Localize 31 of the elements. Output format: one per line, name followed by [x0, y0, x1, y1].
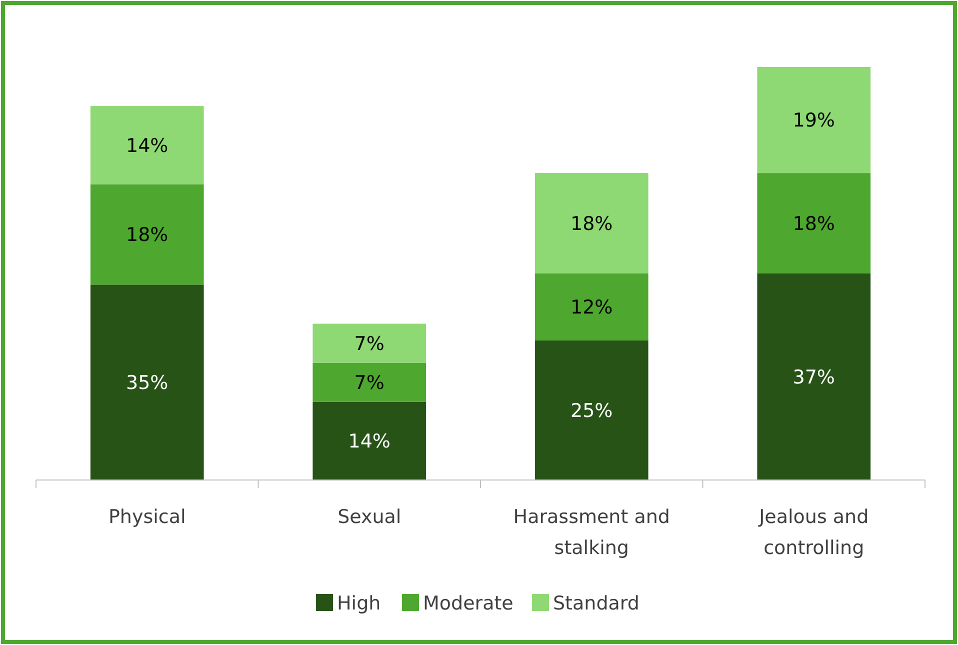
data-label: 7%: [354, 332, 384, 355]
bar: [312, 362, 426, 402]
x-tick-label: Sexual: [338, 506, 402, 528]
x-tick-label: Jealous and controlling: [758, 506, 869, 559]
data-label: 35%: [126, 372, 168, 394]
bar: [534, 340, 648, 480]
data-label: 7%: [354, 372, 384, 394]
bar: [90, 106, 204, 184]
legend-label: High: [337, 592, 381, 615]
data-label: 14%: [348, 430, 390, 453]
data-label: 18%: [570, 212, 613, 235]
x-tick-label: Harassment and stalking: [513, 506, 670, 559]
bar: [534, 173, 648, 274]
data-label: 25%: [570, 400, 613, 422]
bar: [90, 184, 204, 285]
data-label: 19%: [792, 110, 835, 132]
data-label: 37%: [792, 366, 835, 388]
bar: [757, 173, 871, 274]
legend-label: Standard: [553, 592, 640, 615]
bar: [90, 284, 204, 480]
bar: [757, 274, 871, 480]
bar: [757, 67, 871, 174]
data-label: 18%: [126, 224, 168, 246]
bar: [312, 402, 426, 480]
data-label: 18%: [792, 212, 835, 235]
x-tick-label: Physical: [108, 506, 186, 528]
bar: [312, 324, 426, 363]
bar: [534, 274, 648, 340]
data-label: 12%: [570, 296, 613, 319]
legend-label: Moderate: [423, 592, 514, 615]
data-label: 14%: [126, 134, 168, 157]
